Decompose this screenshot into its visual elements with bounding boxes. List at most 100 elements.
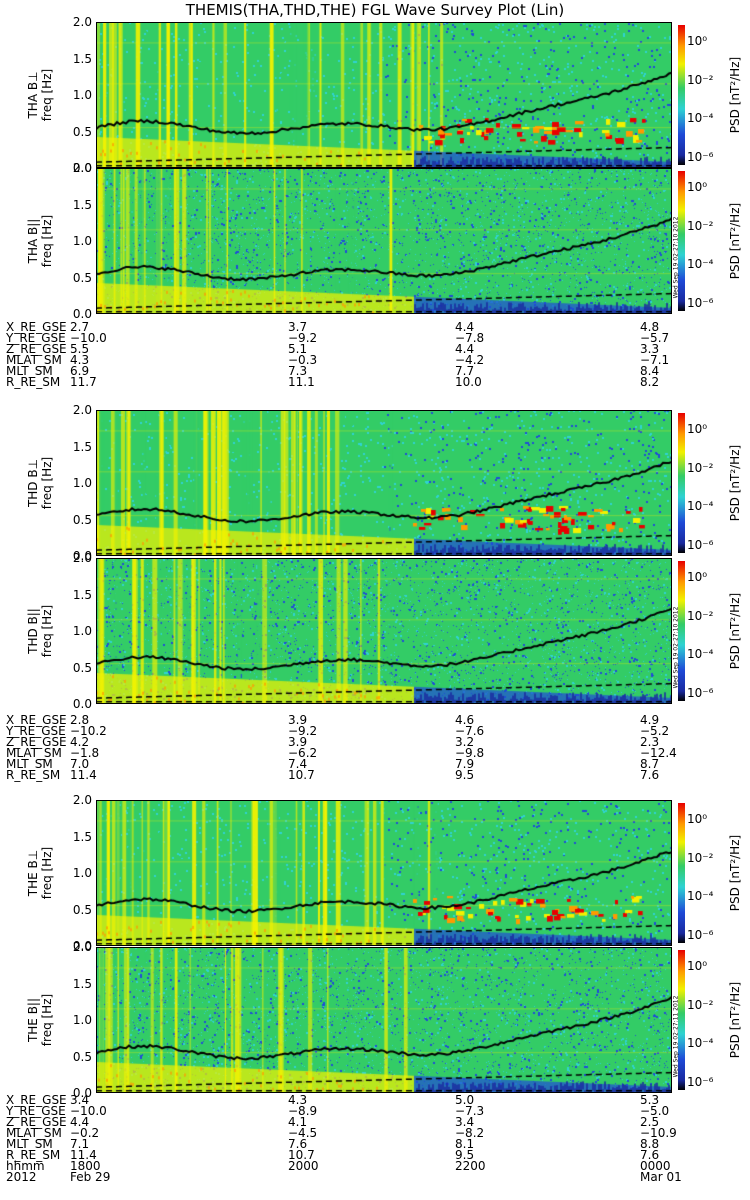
y-tick-label: 0.0 (72, 307, 92, 321)
y-tick-label: 1.5 (72, 197, 92, 212)
colorbar-tick-label: 10⁰ (687, 570, 708, 584)
ephemeris-value: −7.6 (455, 724, 485, 738)
ephemeris-value: 3.9 (288, 713, 308, 727)
ephemeris-value: 11.1 (288, 375, 315, 389)
ephemeris-value: 3.4 (70, 1093, 90, 1107)
ephemeris-label: MLT_SM (6, 757, 53, 771)
colorbar-tick-label: 10⁻⁴ (687, 647, 714, 662)
freq-axis-label: freq [Hz] (40, 604, 54, 658)
spectrogram-panel (96, 800, 672, 946)
colorbar-tick-label: 10⁰ (687, 422, 708, 436)
ephemeris-label: X_RE_GSE (6, 1093, 67, 1107)
colorbar-tick-label: 10⁰ (687, 812, 708, 826)
freq-axis-label: freq [Hz] (40, 214, 54, 268)
spectrogram-panel (96, 410, 672, 556)
ephemeris-value: 0000 (640, 1159, 671, 1173)
ephemeris-value: −7.1 (640, 353, 670, 367)
colorbar-tick-label: 10⁻⁶ (687, 686, 714, 700)
ephemeris-value: 2200 (455, 1159, 486, 1173)
ephemeris-value: 9.5 (455, 1148, 475, 1162)
y-tick-label: 2.0 (72, 793, 92, 807)
ephemeris-label: MLT_SM (6, 1137, 53, 1151)
freq-axis-label: freq [Hz] (40, 993, 54, 1047)
ephemeris-value: −0.2 (70, 1126, 100, 1140)
y-tick-label: 1.0 (72, 624, 92, 638)
ephemeris-value: 7.6 (640, 768, 660, 782)
spectrogram-panel (96, 22, 672, 168)
ephemeris-value: 1800 (70, 1159, 101, 1173)
ephemeris-value: 3.3 (640, 342, 660, 356)
ephemeris-value: −0.3 (288, 353, 318, 367)
ephemeris-value: 4.6 (455, 713, 475, 727)
ephemeris-value: 3.4 (455, 1115, 475, 1129)
freq-axis-label: freq [Hz] (40, 68, 54, 122)
colorbar-tick-label: 10⁻⁴ (687, 111, 714, 126)
colorbar-tick-label: 10⁻⁶ (687, 1075, 714, 1089)
ephemeris-value: 4.2 (70, 735, 90, 749)
y-tick-label: 1.0 (72, 88, 92, 102)
colorbar (678, 171, 685, 311)
ephemeris-label: Z_RE_GSE (6, 1115, 67, 1129)
colorbar-tick-label: 10⁰ (687, 34, 708, 48)
y-tick-label: 1.5 (72, 829, 92, 844)
ephemeris-value: −4.2 (455, 353, 485, 367)
ephemeris-label: R_RE_SM (6, 1148, 61, 1162)
ephemeris-value: 4.4 (455, 342, 475, 356)
panel-ylabel: THA B|| (26, 218, 40, 264)
ephemeris-value: 7.9 (455, 757, 475, 771)
y-tick-label: 0.0 (72, 1086, 92, 1100)
y-tick-label: 1.5 (72, 439, 92, 454)
ephemeris-value: 7.7 (455, 364, 475, 378)
colorbar (678, 803, 685, 943)
ephemeris-value: 4.4 (455, 320, 475, 334)
ephemeris-label: MLT_SM (6, 364, 53, 378)
ephemeris-value: 8.7 (640, 757, 660, 771)
ephemeris-value: 11.4 (70, 1148, 97, 1162)
colorbar-label: PSD [nT²/Hz] (728, 56, 742, 134)
ephemeris-label: Y_RE_GSE (6, 1104, 66, 1118)
ephemeris-value: 10.7 (288, 768, 315, 782)
ephemeris-label: hhmm (6, 1159, 45, 1173)
ephemeris-value: Mar 01 (640, 1170, 682, 1184)
ephemeris-value: 11.7 (70, 375, 97, 389)
colorbar-tick-label: 10⁰ (687, 959, 708, 973)
colorbar (678, 561, 685, 701)
y-tick-label: 2.0 (72, 15, 92, 29)
colorbar-tick-label: 10⁻² (687, 218, 714, 233)
colorbar (678, 950, 685, 1090)
ephemeris-value: 4.1 (288, 1115, 308, 1129)
ephemeris-value: 5.1 (288, 342, 308, 356)
ephemeris-value: 8.4 (640, 364, 660, 378)
y-tick-label: 0.5 (72, 512, 92, 527)
ephemeris-label: MLAT_SM (6, 353, 62, 367)
ephemeris-label: X_RE_GSE (6, 320, 67, 334)
ephemeris-label: MLAT_SM (6, 746, 62, 760)
y-tick-label: 1.0 (72, 866, 92, 880)
colorbar (678, 413, 685, 553)
ephemeris-value: 4.3 (70, 353, 90, 367)
ephemeris-value: 10.7 (288, 1148, 315, 1162)
spectrogram-panel (96, 558, 672, 704)
colorbar-tick-label: 10⁻⁶ (687, 296, 714, 310)
y-tick-label: 0.5 (72, 270, 92, 285)
ephemeris-value: 4.8 (640, 320, 660, 334)
colorbar-label: PSD [nT²/Hz] (728, 981, 742, 1059)
colorbar-tick-label: 10⁻⁴ (687, 889, 714, 904)
colorbar-label: PSD [nT²/Hz] (728, 202, 742, 280)
ephemeris-value: −4.5 (288, 1126, 318, 1140)
panel-ylabel: THA B⊥ (26, 71, 40, 119)
ephemeris-value: 5.5 (70, 342, 90, 356)
panel-ylabel: THE B⊥ (26, 849, 40, 897)
ephemeris-value: −5.0 (640, 1104, 670, 1118)
colorbar-label: PSD [nT²/Hz] (728, 444, 742, 522)
ephemeris-value: 3.9 (288, 735, 308, 749)
colorbar-tick-label: 10⁰ (687, 180, 708, 194)
y-tick-label: 1.5 (72, 587, 92, 602)
ephemeris-value: 3.2 (455, 735, 475, 749)
ephemeris-value: 2.3 (640, 735, 660, 749)
ephemeris-value: −12.4 (640, 746, 677, 760)
ephemeris-value: 7.1 (70, 1137, 90, 1151)
ephemeris-value: 4.3 (288, 1093, 308, 1107)
ephemeris-value: −8.9 (288, 1104, 318, 1118)
y-tick-label: 2.0 (72, 940, 92, 954)
